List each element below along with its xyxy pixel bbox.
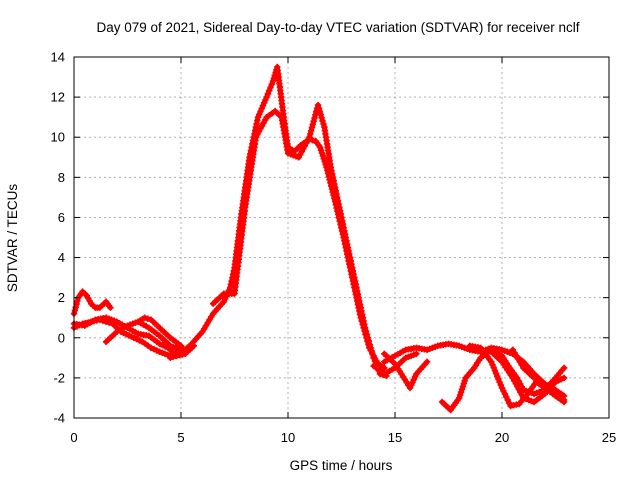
data-point: [413, 350, 420, 357]
data-point: [309, 121, 316, 128]
data-point: [320, 120, 327, 128]
data-point: [367, 344, 374, 351]
data-point: [329, 174, 337, 181]
data-point: [364, 334, 372, 341]
y-tick-label: 4: [58, 250, 65, 265]
data-point: [144, 315, 151, 322]
data-point: [102, 318, 110, 325]
data-point: [361, 324, 369, 331]
data-point: [74, 297, 81, 305]
y-tick-label: -4: [53, 411, 65, 426]
data-point: [366, 341, 373, 348]
data-point: [267, 84, 274, 91]
data-point: [369, 351, 376, 358]
data-point: [316, 108, 323, 115]
series-1: [70, 288, 114, 317]
data-point: [141, 314, 148, 321]
data-point: [319, 117, 326, 125]
data-point: [560, 396, 568, 404]
data-point: [423, 358, 431, 365]
series-14: [509, 346, 568, 404]
data-point: [351, 274, 358, 281]
x-tick-label: 25: [602, 430, 616, 445]
data-point: [263, 93, 270, 101]
data-point: [370, 354, 377, 361]
x-tick-label: 5: [177, 430, 184, 445]
data-point: [264, 90, 272, 98]
data-point: [560, 374, 568, 382]
plot-frame: [73, 56, 610, 419]
y-tick-label: -2: [53, 370, 65, 385]
x-tick-label: 0: [70, 430, 77, 445]
x-tick-label: 20: [495, 430, 509, 445]
data-point: [106, 319, 113, 326]
series-11: [438, 346, 568, 414]
data-point: [381, 364, 388, 372]
data-point: [363, 331, 371, 338]
data-point: [307, 127, 315, 134]
data-point: [266, 87, 273, 94]
x-axis-label: GPS time / hours: [290, 458, 393, 473]
data-point: [346, 251, 353, 258]
x-tick-label: 10: [281, 430, 295, 445]
data-point: [306, 134, 313, 141]
data-point: [560, 364, 568, 372]
data-series-layer: [70, 63, 568, 414]
data-point: [314, 101, 322, 109]
data-point: [317, 111, 324, 118]
y-tick-label: 6: [58, 210, 65, 225]
axis-ticks: 0 5 10 15 20 25 -4 -2 0 2 4 6 8 10 12 14: [51, 50, 617, 446]
y-tick-label: 10: [51, 130, 65, 145]
data-point: [107, 304, 114, 311]
series-13: [488, 348, 568, 406]
x-tick-label: 15: [388, 430, 402, 445]
y-axis-label: SDTVAR / TECUs: [5, 184, 20, 293]
data-point: [315, 105, 323, 112]
y-tick-label: 14: [51, 50, 65, 65]
series-7: [209, 101, 390, 380]
y-tick-label: 0: [58, 330, 65, 345]
data-point: [99, 317, 107, 324]
data-point: [362, 327, 370, 335]
y-tick-label: 8: [58, 170, 65, 185]
y-tick-label: 12: [51, 90, 65, 105]
series-4: [102, 314, 185, 349]
data-point: [268, 81, 275, 88]
data-point: [96, 316, 103, 323]
data-point: [368, 347, 375, 355]
data-point: [371, 357, 379, 365]
data-point: [307, 130, 314, 138]
chart-title: Day 079 of 2021, Sidereal Day-to-day VTE…: [97, 20, 580, 35]
data-point: [311, 114, 318, 122]
data-point: [365, 337, 372, 345]
y-tick-label: 2: [58, 290, 65, 305]
data-point: [318, 114, 325, 121]
series-10: [381, 350, 431, 392]
